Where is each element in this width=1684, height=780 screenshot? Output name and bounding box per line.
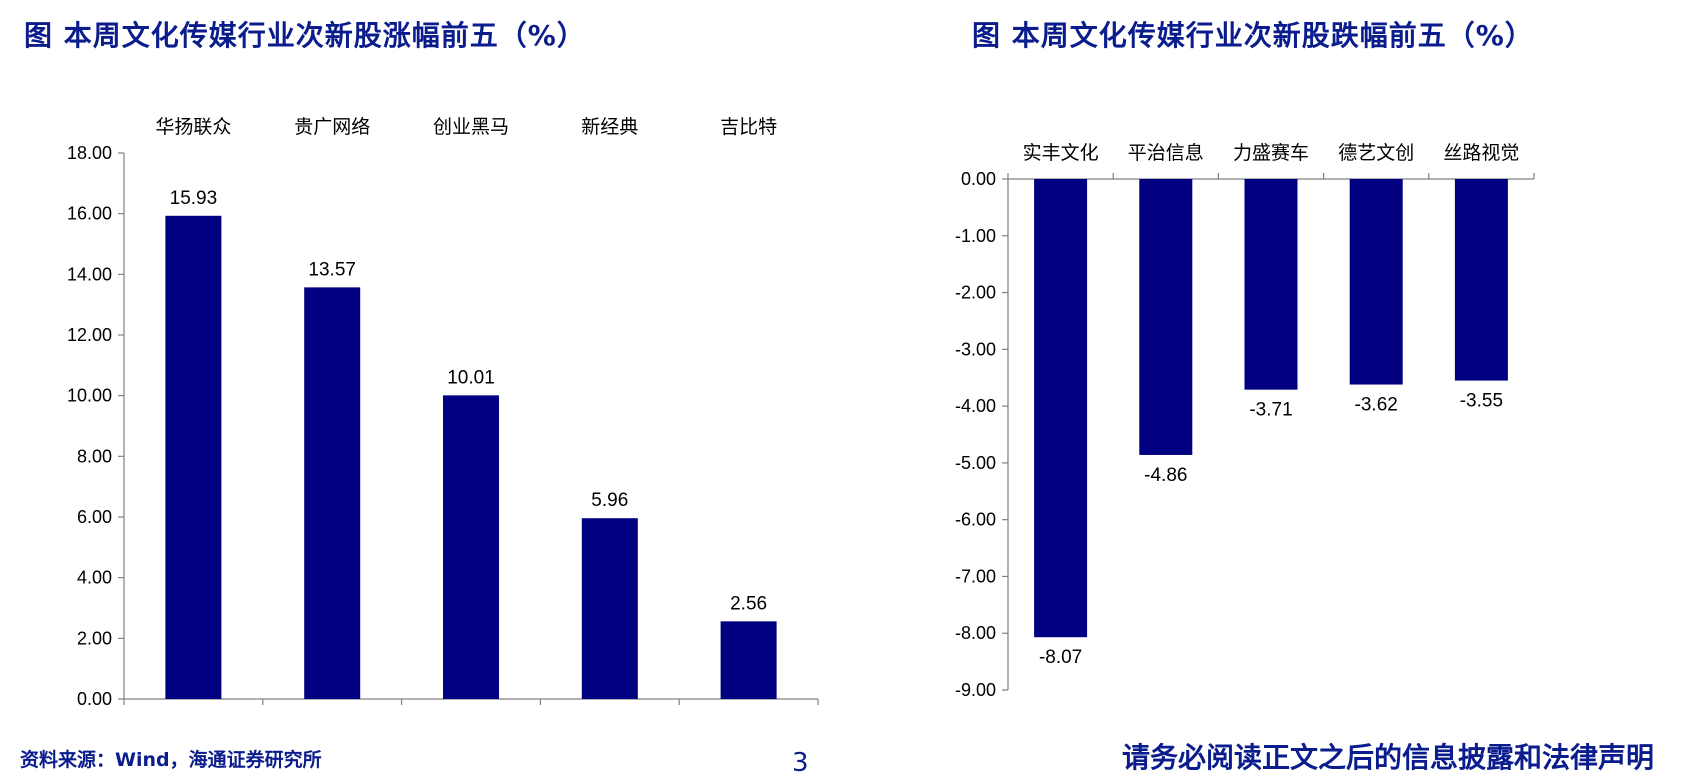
- category-label: 德艺文创: [1338, 142, 1414, 164]
- bar-value-label: 15.93: [170, 188, 218, 209]
- y-tick-label: -5.00: [955, 453, 996, 473]
- data-source-note: 资料来源：Wind，海通证券研究所: [20, 749, 322, 771]
- bar-value-label: -8.07: [1039, 647, 1082, 668]
- y-tick-label: 18.00: [67, 143, 112, 163]
- y-tick-label: -6.00: [955, 510, 996, 530]
- bar: [1034, 179, 1088, 638]
- gainers-bar-chart: 0.00 2.00 4.00 6.00 8.00 10.00 12.00 14.00 16.00…: [67, 116, 819, 709]
- category-label: 新经典: [581, 116, 638, 138]
- chart-title-losers: 图 本周文化传媒行业次新股跌幅前五（%）: [972, 19, 1534, 52]
- y-tick-label: -3.00: [955, 339, 996, 359]
- y-tick-label: -7.00: [955, 566, 996, 586]
- category-label: 吉比特: [720, 116, 777, 138]
- category-label: 华扬联众: [155, 116, 231, 138]
- y-tick-label: -1.00: [955, 226, 996, 246]
- bar: [1244, 179, 1298, 390]
- category-label: 平治信息: [1128, 142, 1204, 164]
- bar-value-label: 13.57: [308, 259, 356, 280]
- y-tick-label: 14.00: [67, 264, 112, 284]
- bar-value-label: -4.86: [1144, 465, 1187, 486]
- y-tick-label: 6.00: [77, 507, 112, 527]
- y-tick-label: 2.00: [77, 628, 112, 648]
- bar-value-label: -3.55: [1460, 391, 1503, 412]
- category-label: 实丰文化: [1023, 142, 1099, 164]
- bar: [1139, 179, 1193, 455]
- y-tick-label: 16.00: [67, 204, 112, 224]
- losers-bar-chart: 0.00 -1.00 -2.00 -3.00 -4.00 -5.00 -6.00 -7.00 -…: [955, 142, 1535, 700]
- bar-value-label: 10.01: [447, 367, 495, 388]
- y-tick-label: 4.00: [77, 568, 112, 588]
- bar-value-label: -3.62: [1355, 395, 1398, 416]
- category-label: 贵广网络: [294, 116, 370, 138]
- bar: [581, 518, 638, 699]
- y-tick-label: -9.00: [955, 680, 996, 700]
- bar: [1454, 179, 1508, 381]
- bar: [1349, 179, 1403, 385]
- chart-title-gainers: 图 本周文化传媒行业次新股涨幅前五（%）: [24, 19, 586, 52]
- category-label: 创业黑马: [433, 116, 509, 138]
- legal-disclaimer: 请务必阅读正文之后的信息披露和法律声明: [1121, 741, 1654, 774]
- category-label: 力盛赛车: [1233, 142, 1309, 164]
- y-tick-label: -2.00: [955, 283, 996, 303]
- y-tick-label: 0.00: [961, 169, 996, 189]
- bar: [165, 215, 222, 700]
- bar-value-label: 5.96: [591, 490, 628, 511]
- y-tick-label: 0.00: [77, 689, 112, 709]
- bar-value-label: -3.71: [1249, 400, 1292, 421]
- y-tick-label: 8.00: [77, 446, 112, 466]
- bar-value-label: 2.56: [730, 593, 767, 614]
- y-tick-label: -4.00: [955, 396, 996, 416]
- y-tick-label: -8.00: [955, 623, 996, 643]
- bar: [304, 287, 361, 699]
- y-tick-label: 10.00: [67, 386, 112, 406]
- category-label: 丝路视觉: [1443, 142, 1519, 164]
- page-number: 3: [792, 748, 809, 778]
- bar: [720, 621, 777, 699]
- bar: [443, 395, 499, 699]
- y-tick-label: 12.00: [67, 325, 112, 345]
